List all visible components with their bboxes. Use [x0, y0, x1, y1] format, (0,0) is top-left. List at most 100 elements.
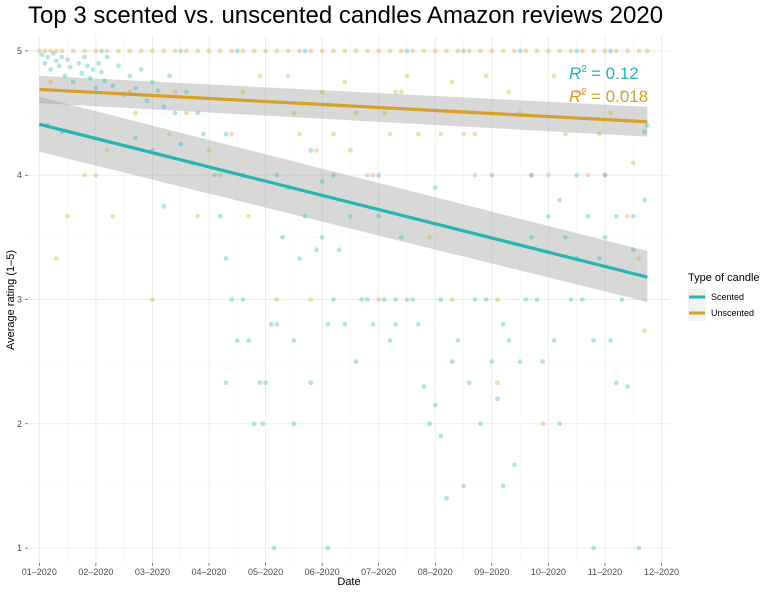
point-scented — [155, 88, 161, 94]
point-scented — [308, 147, 314, 153]
point-scented — [263, 380, 268, 386]
point-scented — [489, 172, 495, 178]
point-unscented — [591, 48, 597, 54]
point-unscented — [257, 73, 263, 79]
point-scented — [297, 256, 302, 261]
legend: Type of candle Scented Unscented — [688, 272, 760, 321]
point-unscented — [387, 131, 393, 137]
point-unscented — [240, 48, 246, 54]
point-scented — [466, 380, 472, 386]
chart-title: Top 3 scented vs. unscented candles Amaz… — [28, 2, 664, 29]
point-unscented — [342, 48, 348, 54]
point-scented — [70, 79, 76, 85]
point-unscented — [206, 48, 212, 54]
point-unscented — [93, 172, 99, 178]
y-axis-ticks: 1 2 3 4 5 — [17, 46, 28, 553]
point-scented — [432, 402, 438, 408]
point-unscented — [540, 421, 546, 427]
point-unscented — [274, 48, 280, 54]
point-scented — [308, 380, 314, 386]
point-unscented — [410, 48, 416, 54]
point-scented — [562, 234, 568, 240]
point-scented — [200, 131, 206, 137]
point-unscented — [183, 48, 189, 54]
point-unscented — [404, 73, 410, 79]
point-scented — [336, 247, 342, 253]
point-unscented — [523, 48, 529, 54]
point-scented — [551, 338, 557, 343]
point-scented — [212, 172, 218, 178]
point-unscented — [104, 48, 110, 54]
point-unscented — [625, 48, 630, 54]
point-unscented — [364, 48, 370, 54]
point-scented — [342, 321, 348, 327]
point-unscented — [562, 131, 568, 137]
point-scented — [444, 495, 449, 501]
point-scented — [591, 545, 597, 551]
point-unscented — [625, 213, 630, 219]
y-tick-label: 5 — [17, 46, 22, 56]
point-scented — [540, 359, 546, 365]
point-unscented — [342, 79, 348, 85]
point-unscented — [183, 110, 189, 116]
point-unscented — [545, 48, 551, 54]
x-tick-label: 09–2020 — [474, 567, 509, 577]
point-unscented — [308, 48, 314, 54]
point-unscented — [483, 73, 489, 79]
legend-label-unscented: Unscented — [711, 308, 754, 318]
point-unscented — [167, 131, 172, 137]
point-unscented — [285, 73, 291, 79]
point-unscented — [557, 48, 563, 54]
point-scented — [630, 247, 636, 253]
x-tick-label: 11–2020 — [588, 567, 622, 577]
point-scented — [644, 123, 650, 128]
point-unscented — [376, 48, 382, 54]
x-tick-label: 01–2020 — [22, 567, 57, 577]
point-scented — [393, 297, 399, 302]
point-unscented — [495, 380, 500, 386]
point-scented — [455, 338, 461, 343]
point-scented — [404, 297, 410, 302]
point-unscented — [195, 48, 201, 54]
point-unscented — [42, 48, 48, 54]
point-scented — [410, 297, 416, 302]
point-scented — [65, 57, 70, 63]
point-unscented — [82, 172, 87, 178]
point-scented — [364, 297, 370, 302]
point-scented — [76, 60, 82, 66]
point-scented — [608, 48, 614, 54]
point-unscented — [331, 131, 336, 137]
point-scented — [62, 73, 68, 79]
point-unscented — [172, 89, 178, 95]
point-unscented — [636, 256, 642, 261]
x-tick-label: 05–2020 — [248, 567, 283, 577]
point-unscented — [82, 48, 87, 54]
point-unscented — [161, 48, 167, 54]
point-unscented — [319, 89, 325, 95]
x-tick-label: 07–2020 — [361, 567, 396, 577]
point-scented — [99, 69, 104, 75]
point-unscented — [251, 48, 257, 54]
point-scented — [302, 48, 308, 54]
point-scented — [90, 67, 96, 72]
point-unscented — [534, 48, 540, 54]
point-unscented — [596, 131, 602, 137]
point-unscented — [150, 48, 155, 54]
data-points — [36, 48, 650, 551]
point-scented — [229, 297, 235, 302]
point-scented — [331, 297, 336, 302]
point-unscented — [512, 48, 517, 54]
r2-unscented-label: R2 = 0.018 — [569, 87, 648, 106]
point-scented — [376, 213, 382, 219]
point-scented — [387, 338, 393, 343]
point-unscented — [206, 147, 212, 153]
point-unscented — [455, 48, 461, 54]
point-scented — [319, 234, 325, 240]
point-unscented — [466, 48, 472, 54]
point-unscented — [70, 48, 76, 54]
point-scented — [99, 48, 104, 54]
point-scented — [87, 75, 93, 81]
point-scented — [133, 135, 138, 141]
x-tick-label: 04–2020 — [191, 567, 226, 577]
legend-title: Type of candle — [688, 272, 760, 284]
